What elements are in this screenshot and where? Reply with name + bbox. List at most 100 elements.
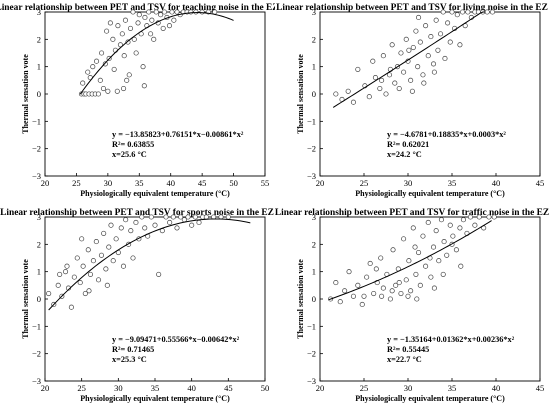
data-point (171, 17, 177, 23)
data-point (417, 39, 423, 45)
chart-title: Linear relationship between PET and TSV … (0, 3, 275, 13)
x-tick-label: 30 (404, 383, 413, 393)
data-point (398, 50, 404, 56)
data-point (436, 258, 442, 264)
x-axis-label: Physiologically equivalent temperature (… (80, 394, 230, 403)
y-tick-label: −2 (307, 144, 316, 154)
plot-frame (319, 216, 541, 382)
data-point (383, 91, 389, 97)
data-point (148, 31, 154, 37)
data-point (142, 14, 148, 21)
x-tick-label: 45 (536, 383, 545, 393)
data-point (454, 12, 460, 18)
x-tick-label: 55 (261, 178, 270, 188)
data-point (167, 219, 173, 226)
y-tick-label: 1 (312, 267, 316, 277)
plot-frame (44, 216, 266, 382)
y-tick-label: −2 (32, 349, 41, 359)
data-point (64, 263, 70, 269)
data-point (130, 255, 136, 261)
data-point (345, 88, 351, 94)
data-point (90, 258, 96, 264)
data-point (203, 214, 209, 220)
data-point (355, 66, 361, 72)
data-point (163, 214, 169, 220)
data-point (449, 9, 455, 15)
data-point (86, 288, 92, 294)
data-point (97, 77, 103, 83)
data-point (110, 258, 116, 264)
data-point (401, 236, 407, 242)
data-point (415, 64, 421, 70)
data-point (342, 288, 348, 294)
data-point (392, 80, 398, 86)
chart-svg: Linear relationship between PET and TSV … (0, 208, 274, 403)
y-tick-label: 2 (37, 239, 41, 249)
data-point (106, 244, 112, 250)
data-point (380, 285, 386, 291)
data-point (117, 42, 123, 48)
x-tick-label: 35 (135, 178, 144, 188)
y-tick-label: 0 (312, 89, 316, 99)
data-point (101, 230, 107, 236)
data-point (71, 274, 77, 280)
data-point (472, 222, 478, 228)
data-point (438, 31, 444, 37)
x-tick-label: 20 (316, 178, 325, 188)
x-tick-label: 50 (229, 178, 238, 188)
data-point (135, 20, 141, 26)
data-point (491, 214, 497, 220)
data-point (212, 9, 218, 15)
data-point (113, 236, 119, 242)
data-point (225, 214, 231, 220)
y-tick-label: −1 (32, 321, 41, 331)
y-tick-label: −3 (32, 171, 41, 181)
y-tick-label: 1 (37, 62, 41, 72)
data-point (440, 271, 446, 277)
data-point (389, 42, 395, 48)
x-tick-label: 30 (404, 178, 413, 188)
x-tick-label: 45 (224, 383, 233, 393)
data-point (423, 263, 429, 269)
x-tick-label: 40 (166, 178, 175, 188)
x-axis-label: Physiologically equivalent temperature (… (355, 189, 505, 198)
data-point (428, 274, 434, 280)
data-point (350, 99, 356, 105)
fit-curve (332, 11, 486, 108)
data-point (188, 9, 194, 15)
y-tick-label: −2 (307, 349, 316, 359)
data-point (153, 9, 159, 15)
data-point (189, 222, 195, 228)
data-point (420, 72, 426, 78)
data-point (178, 214, 184, 220)
x-tick-label: 50 (261, 383, 270, 393)
data-point (460, 217, 466, 223)
chart-panel-traffic: Linear relationship between PET and TSV … (275, 205, 550, 409)
data-point (74, 255, 80, 261)
data-point (126, 72, 132, 78)
fit-curve (79, 12, 234, 95)
y-axis-label: Thermal sensation vote (21, 259, 30, 339)
x-tick-label: 20 (41, 178, 50, 188)
data-point (406, 47, 412, 53)
data-point (100, 85, 107, 92)
data-point (387, 296, 393, 302)
data-point (440, 9, 446, 15)
y-axis-label: Thermal sensation vote (296, 54, 305, 134)
x-tick-label: 35 (448, 178, 457, 188)
data-point (128, 228, 134, 234)
data-point (160, 25, 166, 31)
data-point (131, 36, 137, 42)
data-point (114, 88, 120, 94)
chart-panel-teaching: Linear relationship between PET and TSV … (0, 0, 275, 204)
data-point (408, 288, 414, 294)
y-tick-label: −3 (32, 376, 41, 386)
x-tick-label: 35 (151, 383, 160, 393)
y-tick-label: 3 (312, 7, 316, 17)
data-point (174, 225, 180, 231)
data-point (447, 39, 453, 45)
data-point (428, 34, 434, 40)
data-point (410, 44, 416, 51)
data-point (359, 301, 365, 308)
data-point (373, 266, 379, 272)
